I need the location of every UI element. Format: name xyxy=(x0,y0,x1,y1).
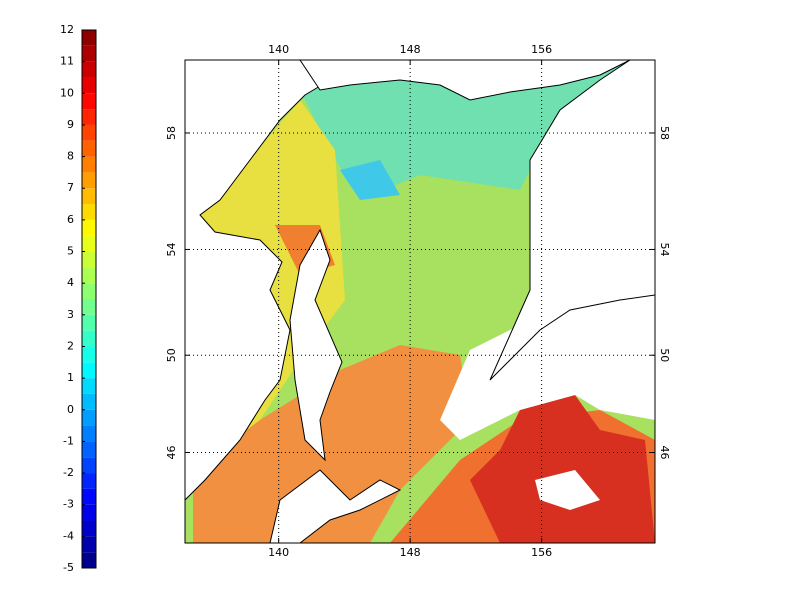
land xyxy=(299,60,631,101)
colorbar-band xyxy=(82,425,96,442)
colorbar-tick-label: -4 xyxy=(63,529,74,542)
colorbar-tick-label: -1 xyxy=(63,434,74,447)
colorbar-tick-label: 9 xyxy=(67,118,74,131)
colorbar-band xyxy=(82,441,96,458)
colorbar-band xyxy=(82,109,96,125)
colorbar-frame xyxy=(81,29,97,569)
colorbar-band xyxy=(82,299,96,315)
y-tick-label: 46 xyxy=(165,446,178,460)
colorbar-band xyxy=(82,378,96,394)
colorbar-tick-label: 8 xyxy=(67,150,74,163)
colorbar-band xyxy=(82,473,96,489)
colorbar-band xyxy=(82,346,96,363)
colorbar-band xyxy=(82,536,96,553)
colorbar-tick-label: 3 xyxy=(67,308,74,321)
colorbar-tick-label: -3 xyxy=(63,498,74,511)
colorbar-band xyxy=(82,504,96,521)
colorbar-band xyxy=(82,330,96,347)
colorbar-band xyxy=(82,393,96,410)
y-tick-label: 58 xyxy=(165,126,178,140)
colorbar-band xyxy=(82,488,96,505)
colorbar-band xyxy=(82,552,96,568)
colorbar-band xyxy=(82,172,96,189)
colorbar-tick-label: 5 xyxy=(67,245,74,258)
x-tick-label: 156 xyxy=(531,546,552,559)
map-frame xyxy=(184,59,656,544)
land xyxy=(185,60,331,501)
y-tick-label: 46 xyxy=(658,446,671,460)
colorbar-band xyxy=(82,204,96,220)
colorbar-band xyxy=(82,140,96,157)
colorbar-band xyxy=(82,409,96,426)
cloud-mask xyxy=(440,295,655,440)
x-tick-label: 156 xyxy=(531,43,552,56)
colorbar-band xyxy=(82,362,96,379)
colorbar-band xyxy=(82,251,96,268)
colorbar-tick-label: 10 xyxy=(60,86,74,99)
colorbar-tick-label: 4 xyxy=(67,276,74,289)
colorbar-tick-label: 1 xyxy=(67,371,74,384)
colorbar-band xyxy=(82,61,96,78)
y-tick-label: 54 xyxy=(165,242,178,256)
land xyxy=(269,469,402,543)
colorbar-band xyxy=(82,124,96,141)
colorbar-band xyxy=(82,219,96,236)
colorbar-tick-label: 12 xyxy=(60,23,74,36)
colorbar-tick-label: -2 xyxy=(63,466,74,479)
colorbar-band xyxy=(82,93,96,110)
colorbar-tick-label: 11 xyxy=(60,55,74,68)
colorbar-tick-label: 2 xyxy=(67,339,74,352)
x-tick-label: 148 xyxy=(400,43,421,56)
y-tick-label: 54 xyxy=(658,242,671,256)
colorbar-tick-label: 6 xyxy=(67,213,74,226)
colorbar-band xyxy=(82,188,96,205)
colorbar-band xyxy=(82,457,96,474)
cloud-mask xyxy=(535,470,600,510)
colorbar-band xyxy=(82,235,96,252)
colorbar-band xyxy=(82,156,96,173)
y-tick-label: 58 xyxy=(658,126,671,140)
land xyxy=(489,60,655,381)
colorbar-tick-label: 0 xyxy=(67,403,74,416)
colorbar-tick-label: -5 xyxy=(63,561,74,574)
sea-field xyxy=(340,160,400,200)
colorbar-band xyxy=(82,314,96,331)
colorbar-band xyxy=(82,77,96,94)
colorbar-tick-label: 7 xyxy=(67,181,74,194)
y-tick-label: 50 xyxy=(165,348,178,362)
colorbar-band xyxy=(82,45,96,62)
y-tick-label: 50 xyxy=(658,348,671,362)
colorbar-band xyxy=(82,30,96,46)
colorbar-band xyxy=(82,283,96,299)
colorbar-band xyxy=(82,267,96,284)
map-content xyxy=(184,59,656,544)
x-tick-label: 140 xyxy=(268,546,289,559)
x-tick-label: 148 xyxy=(400,546,421,559)
sea-field xyxy=(470,395,655,543)
x-tick-label: 140 xyxy=(268,43,289,56)
colorbar-band xyxy=(82,520,96,537)
sea-field xyxy=(193,345,470,543)
land xyxy=(289,228,343,462)
